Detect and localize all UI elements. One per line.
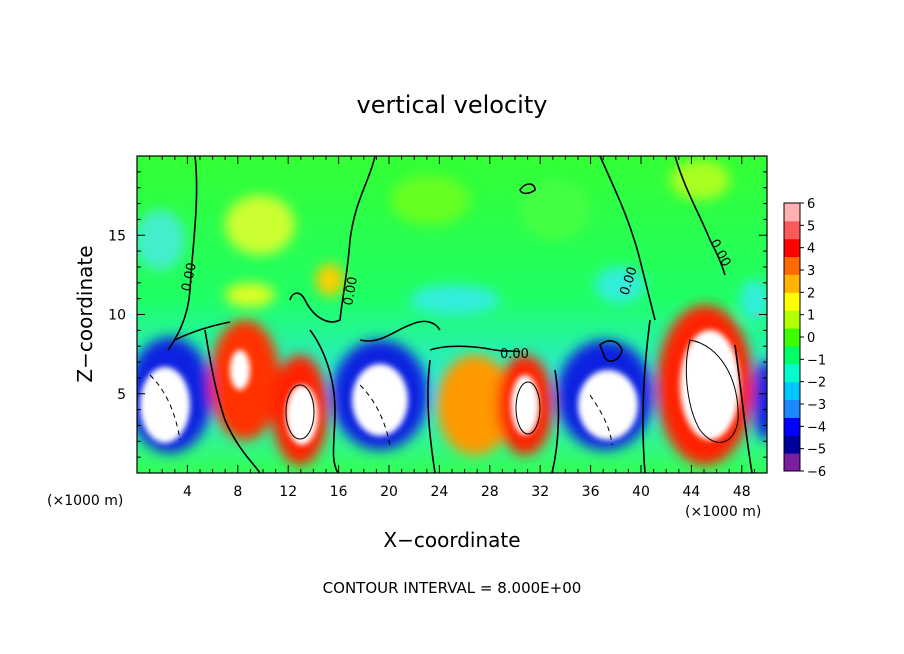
y-tick-label: 15 bbox=[108, 228, 126, 244]
x-tick-label: 4 bbox=[183, 484, 192, 500]
colorbar-swatch bbox=[784, 310, 800, 329]
colorbar-tick-label: −6 bbox=[807, 465, 826, 480]
contour-label: 0.00 bbox=[500, 347, 529, 362]
colorbar-tick-label: −1 bbox=[807, 353, 826, 368]
colorbar-swatch bbox=[784, 274, 800, 293]
colorbar-tick-label: 6 bbox=[807, 197, 815, 212]
x-tick-label: 8 bbox=[233, 484, 242, 500]
x-tick-label: 48 bbox=[733, 484, 751, 500]
colorbar-swatch bbox=[784, 363, 800, 383]
colorbar-swatch bbox=[784, 328, 800, 347]
colorbar-swatch bbox=[784, 256, 800, 275]
x-tick-label: 16 bbox=[330, 484, 348, 500]
y-axis-label: Z−coordinate bbox=[73, 245, 97, 382]
x-unit-right: (×1000 m) bbox=[685, 504, 761, 520]
colorbar-tick-label: −3 bbox=[807, 398, 826, 413]
colorbar-swatch bbox=[784, 220, 800, 240]
axis-ticks bbox=[137, 156, 767, 473]
colorbar bbox=[783, 202, 801, 472]
chart-title: vertical velocity bbox=[357, 91, 548, 119]
colorbar-swatch bbox=[784, 435, 800, 454]
colorbar-tick-label: 5 bbox=[807, 219, 815, 234]
colorbar-swatch bbox=[784, 345, 800, 365]
colorbar-swatch bbox=[784, 238, 800, 258]
colorbar-tick-labels: 6 5 4 3 2 1 0 −1 −2 −3 −4 −5 −6 bbox=[800, 197, 826, 480]
colorbar-swatch bbox=[784, 399, 800, 418]
heatmap-field bbox=[137, 156, 767, 473]
contour-label: 0.00 bbox=[179, 261, 200, 292]
x-tick-label: 24 bbox=[430, 484, 448, 500]
x-tick-label: 28 bbox=[481, 484, 499, 500]
colorbar-tick-label: −4 bbox=[807, 420, 826, 435]
colorbar-swatch bbox=[784, 381, 800, 401]
x-tick-label: 12 bbox=[279, 484, 297, 500]
y-tick-label: 5 bbox=[117, 387, 126, 403]
colorbar-tick-label: 4 bbox=[807, 242, 815, 257]
x-axis-label: X−coordinate bbox=[383, 528, 520, 552]
colorbar-tick-label: −2 bbox=[807, 376, 826, 391]
colorbar-tick-label: 1 bbox=[807, 309, 815, 324]
contour-label: 0.00 bbox=[341, 276, 361, 307]
x-tick-label: 44 bbox=[682, 484, 700, 500]
x-tick-label: 40 bbox=[632, 484, 650, 500]
x-tick-label: 20 bbox=[380, 484, 398, 500]
x-unit-left: (×1000 m) bbox=[47, 493, 123, 509]
colorbar-swatch bbox=[784, 203, 800, 222]
colorbar-swatch bbox=[784, 292, 800, 311]
x-tick-label: 36 bbox=[582, 484, 600, 500]
colorbar-tick-label: 2 bbox=[807, 286, 815, 301]
x-tick-labels: 4 8 12 16 20 24 28 32 36 40 44 48 bbox=[183, 484, 751, 500]
colorbar-tick-label: 3 bbox=[807, 264, 815, 279]
colorbar-tick-label: −5 bbox=[807, 443, 826, 458]
y-tick-labels: 5 10 15 bbox=[108, 228, 126, 403]
colorbar-swatch bbox=[784, 453, 800, 472]
y-tick-label: 10 bbox=[108, 308, 126, 324]
colorbar-tick-label: 0 bbox=[807, 331, 815, 346]
x-tick-label: 32 bbox=[531, 484, 549, 500]
contour-interval-note: CONTOUR INTERVAL = 8.000E+00 bbox=[323, 579, 582, 597]
colorbar-swatch bbox=[784, 417, 800, 436]
